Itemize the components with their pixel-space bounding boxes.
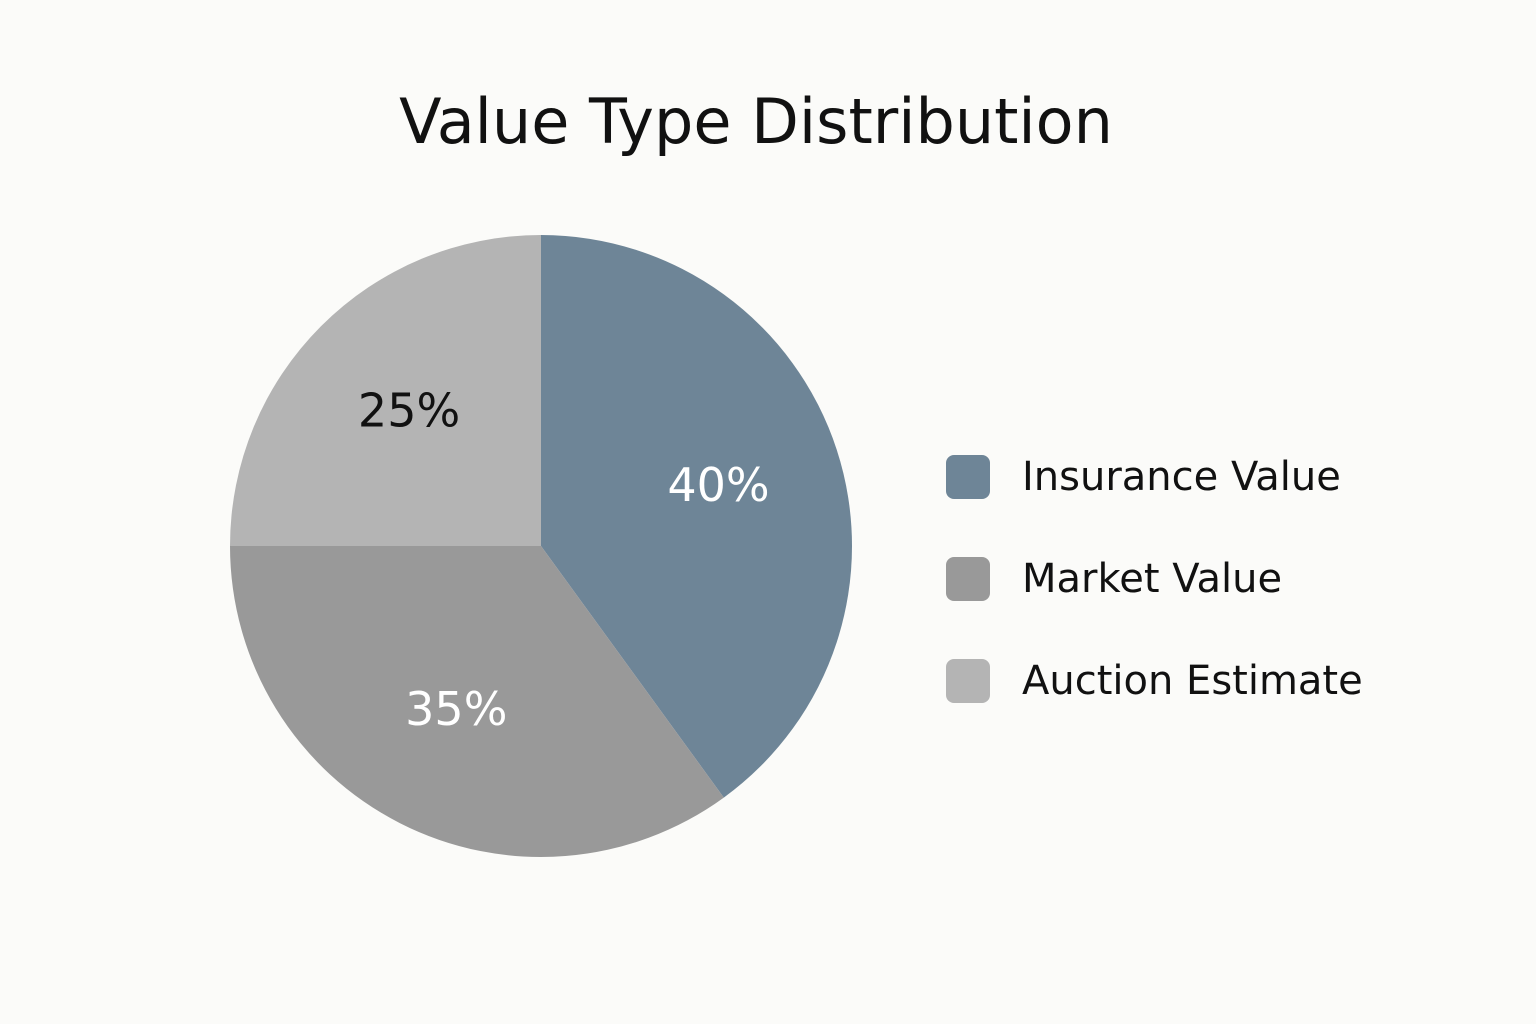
pie-slice xyxy=(541,235,852,798)
chart-title: Value Type Distribution xyxy=(399,85,1113,158)
data-label: 40% xyxy=(667,458,769,512)
legend-swatch xyxy=(946,557,990,601)
pie-slice xyxy=(230,235,541,546)
pie-slice xyxy=(230,546,724,857)
legend-swatch xyxy=(946,659,990,703)
legend-swatch xyxy=(946,455,990,499)
legend-label: Market Value xyxy=(1022,556,1282,602)
data-label: 25% xyxy=(358,384,460,438)
legend-label: Insurance Value xyxy=(1022,454,1341,500)
data-label: 35% xyxy=(405,682,507,736)
legend-label: Auction Estimate xyxy=(1022,658,1363,704)
